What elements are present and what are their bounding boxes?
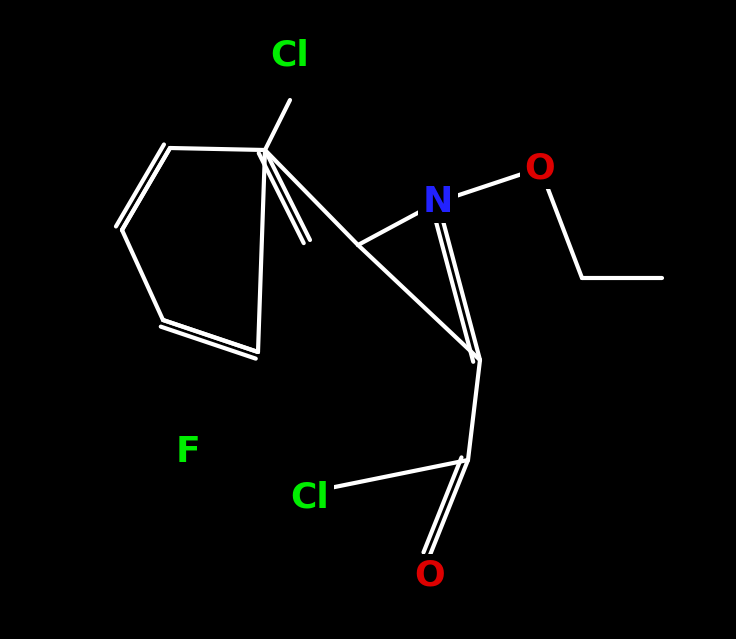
Text: F: F	[176, 435, 200, 469]
Text: Cl: Cl	[271, 38, 309, 72]
Text: O: O	[525, 151, 556, 185]
Text: N: N	[422, 185, 453, 219]
Text: Cl: Cl	[291, 480, 330, 514]
Text: O: O	[414, 558, 445, 592]
